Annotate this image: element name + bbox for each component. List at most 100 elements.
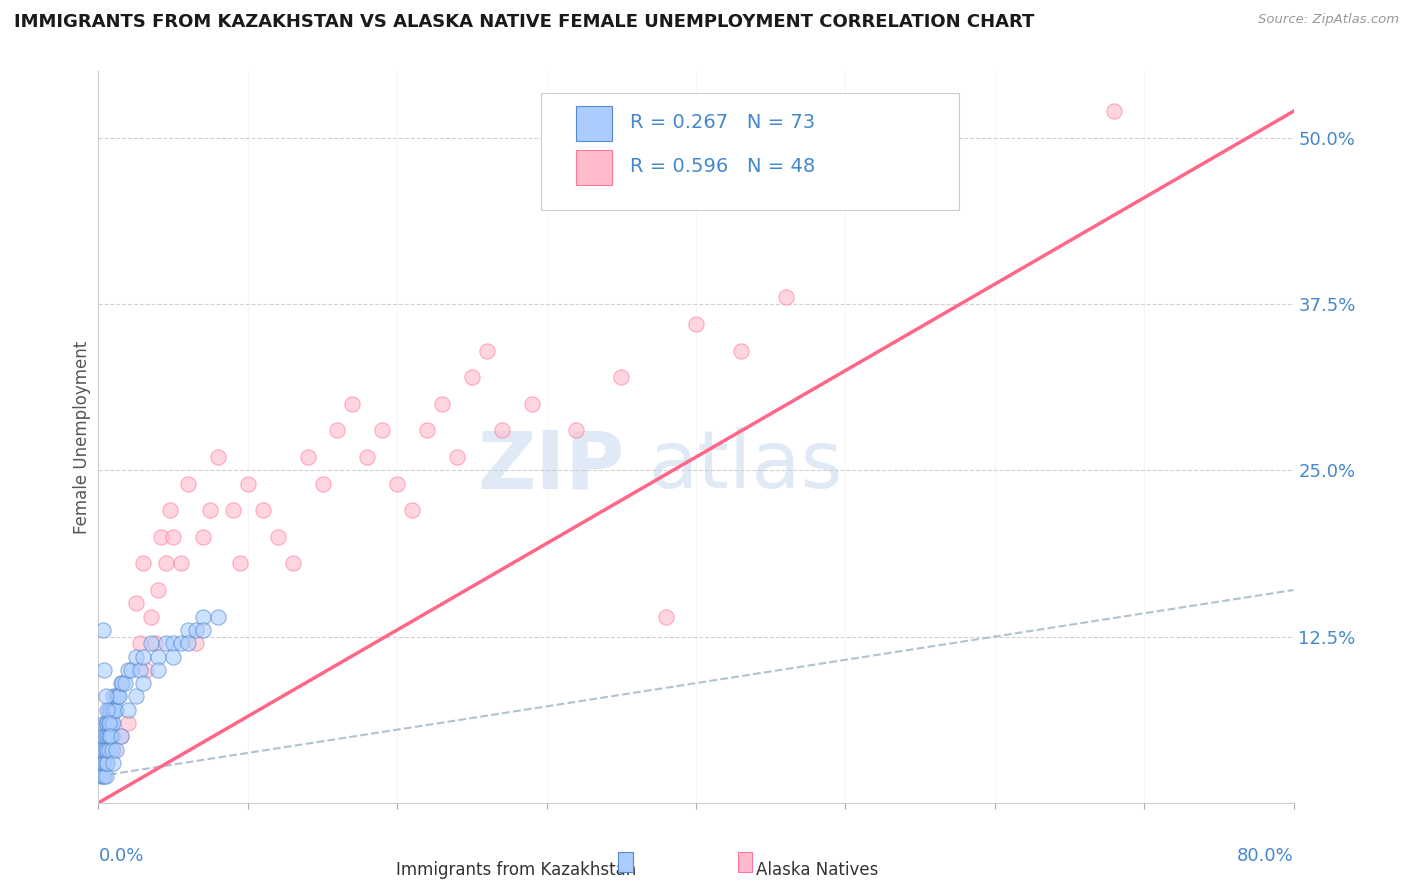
Point	[117, 703, 139, 717]
Point	[148, 663, 170, 677]
Point	[96, 716, 118, 731]
Point	[342, 397, 364, 411]
Point	[297, 450, 319, 464]
Point	[491, 424, 513, 438]
Point	[177, 476, 200, 491]
Point	[94, 716, 117, 731]
Bar	[576, 150, 613, 185]
Point	[125, 596, 148, 610]
Point	[91, 623, 114, 637]
Point	[356, 450, 378, 464]
Point	[207, 450, 229, 464]
Point	[97, 742, 120, 756]
Point	[655, 609, 678, 624]
Text: R = 0.596   N = 48: R = 0.596 N = 48	[630, 157, 815, 176]
Point	[97, 729, 120, 743]
Text: ZIP: ZIP	[477, 427, 624, 506]
Point	[101, 742, 124, 756]
Point	[236, 476, 259, 491]
Point	[94, 769, 117, 783]
Point	[148, 582, 170, 597]
Y-axis label: Female Unemployment: Female Unemployment	[73, 341, 91, 533]
Point	[430, 397, 453, 411]
Point	[139, 609, 162, 624]
Point	[775, 290, 797, 304]
Point	[96, 703, 118, 717]
Point	[93, 742, 115, 756]
Bar	[576, 106, 613, 141]
Point	[100, 716, 122, 731]
Point	[117, 716, 139, 731]
Point	[97, 716, 120, 731]
Point	[103, 703, 125, 717]
Point	[150, 530, 173, 544]
Point	[94, 729, 117, 743]
Point	[91, 769, 114, 783]
Point	[125, 649, 148, 664]
Point	[91, 756, 114, 770]
Text: 0.0%: 0.0%	[98, 847, 143, 864]
Point	[97, 703, 120, 717]
Point	[730, 343, 752, 358]
Point	[94, 742, 117, 756]
Point	[1104, 104, 1126, 119]
Point	[101, 716, 124, 731]
Point	[111, 676, 134, 690]
Point	[461, 370, 484, 384]
Point	[416, 424, 439, 438]
Point	[107, 690, 129, 704]
FancyBboxPatch shape	[540, 94, 959, 211]
Point	[281, 557, 304, 571]
Point	[93, 769, 115, 783]
Point	[96, 756, 118, 770]
Point	[162, 649, 184, 664]
Point	[103, 716, 125, 731]
Point	[90, 769, 112, 783]
Point	[110, 729, 132, 743]
Point	[371, 424, 394, 438]
Text: 80.0%: 80.0%	[1237, 847, 1294, 864]
Point	[101, 729, 124, 743]
Text: atlas: atlas	[648, 427, 842, 506]
Point	[103, 756, 125, 770]
Point	[100, 729, 122, 743]
Point	[93, 716, 115, 731]
Point	[100, 729, 122, 743]
Point	[169, 557, 191, 571]
Point	[520, 397, 543, 411]
Point	[93, 756, 115, 770]
Point	[162, 636, 184, 650]
Point	[129, 636, 152, 650]
Point	[200, 503, 222, 517]
Point	[132, 676, 155, 690]
Point	[475, 343, 498, 358]
Point	[90, 756, 112, 770]
Point	[565, 424, 588, 438]
Text: Immigrants from Kazakhstan: Immigrants from Kazakhstan	[396, 862, 637, 880]
Point	[155, 636, 177, 650]
Point	[94, 756, 117, 770]
Point	[129, 663, 152, 677]
Point	[148, 649, 170, 664]
Point	[132, 557, 155, 571]
Point	[326, 424, 349, 438]
Point	[110, 676, 132, 690]
Point	[125, 690, 148, 704]
Point	[105, 742, 128, 756]
Point	[177, 623, 200, 637]
Bar	[738, 852, 752, 872]
Text: Alaska Natives: Alaska Natives	[756, 862, 879, 880]
Point	[132, 649, 155, 664]
Point	[311, 476, 333, 491]
Point	[177, 636, 200, 650]
Point	[143, 636, 166, 650]
Point	[135, 663, 157, 677]
Point	[93, 729, 115, 743]
Point	[169, 636, 191, 650]
Point	[385, 476, 409, 491]
Point	[446, 450, 468, 464]
Point	[267, 530, 290, 544]
Text: Source: ZipAtlas.com: Source: ZipAtlas.com	[1258, 13, 1399, 27]
Point	[91, 729, 114, 743]
Point	[100, 703, 122, 717]
